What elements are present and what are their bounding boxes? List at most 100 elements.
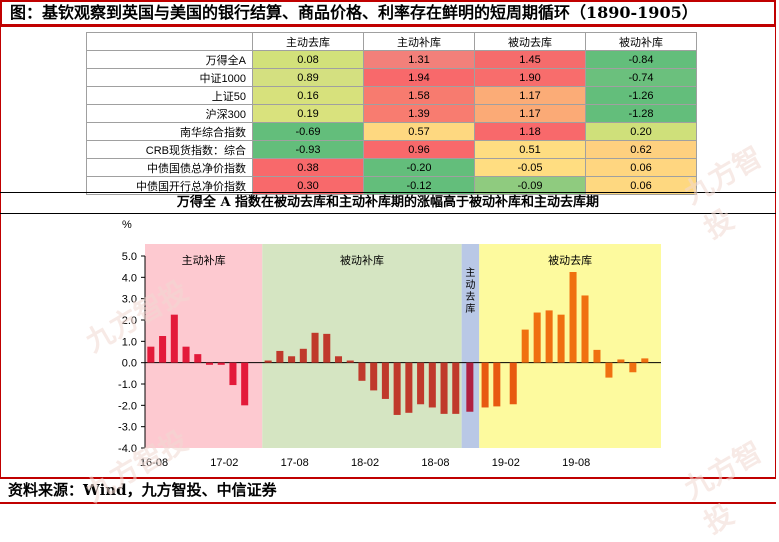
y-axis-unit: % xyxy=(122,219,132,231)
source-note: 资料来源：Wind，九方智投、中信证券 xyxy=(0,477,776,504)
bar xyxy=(493,362,501,407)
table-cell: 0.62 xyxy=(585,140,697,159)
bar xyxy=(194,354,202,363)
table-row: 上证50 0.16 1.58 1.17 -1.26 xyxy=(86,86,697,105)
table-row: 中证1000 0.89 1.94 1.90 -0.74 xyxy=(86,68,697,87)
bar xyxy=(393,362,401,415)
bar xyxy=(509,362,517,405)
table-cell: 0.06 xyxy=(585,176,697,195)
table-cell: 0.16 xyxy=(252,86,364,105)
phase-band xyxy=(461,244,480,448)
table-cell: -1.26 xyxy=(585,86,697,105)
divider xyxy=(0,192,776,193)
bar xyxy=(440,362,448,414)
bar xyxy=(405,362,413,413)
table-cell: 0.89 xyxy=(252,68,364,87)
table-cell: 0.30 xyxy=(252,176,364,195)
bar xyxy=(581,295,589,363)
table-cell: 0.57 xyxy=(363,122,475,141)
bar xyxy=(629,362,637,373)
table-cell: -0.93 xyxy=(252,140,364,159)
bar xyxy=(358,362,366,381)
table-cell: -0.05 xyxy=(474,158,586,177)
figure-title: 图：基钦观察到英国与美国的银行结算、商品价格、利率存在鲜明的短周期循环（1890… xyxy=(0,0,776,27)
table-row: 中债国开行总净价指数 0.30 -0.12 -0.09 0.06 xyxy=(86,176,697,195)
phase-label: 被动去库 xyxy=(548,254,592,267)
returns-table: 主动去库 主动补库 被动去库 被动补库 万得全A 0.08 1.31 1.45 -0.84 中证… xyxy=(86,32,697,195)
bar xyxy=(545,310,553,363)
bar xyxy=(299,348,307,363)
bar xyxy=(557,314,565,363)
bar xyxy=(381,362,389,399)
y-tick-label: 1.0 xyxy=(122,336,137,348)
phase-label: 被动补库 xyxy=(340,254,384,267)
bar xyxy=(521,329,529,363)
y-tick-label: 3.0 xyxy=(122,294,137,306)
phase-label: 主动去库 xyxy=(465,267,475,315)
row-label: 万得全A xyxy=(86,50,253,69)
table-row: 南华综合指数 -0.69 0.57 1.18 0.20 xyxy=(86,122,697,141)
table-row: 万得全A 0.08 1.31 1.45 -0.84 xyxy=(86,50,697,69)
phase-label-char: 库 xyxy=(465,302,475,315)
table-cell: 0.06 xyxy=(585,158,697,177)
bar xyxy=(241,362,249,406)
table-cell: -0.84 xyxy=(585,50,697,69)
figure-frame xyxy=(0,27,776,477)
table-cell: 1.94 xyxy=(363,68,475,87)
bar xyxy=(205,362,214,365)
table-cell: 1.17 xyxy=(474,104,586,123)
column-header: 被动补库 xyxy=(585,32,697,51)
bar xyxy=(617,359,625,363)
table-cell: 1.45 xyxy=(474,50,586,69)
phase-label-char: 动 xyxy=(465,279,475,291)
bar xyxy=(217,362,225,365)
phase-label-char: 主 xyxy=(465,267,475,279)
x-tick-label: 18-08 xyxy=(421,457,449,469)
table-cell: -0.74 xyxy=(585,68,697,87)
table-header-row: 主动去库 主动补库 被动去库 被动补库 xyxy=(86,32,697,51)
row-label: 中债国债总净价指数 xyxy=(86,158,253,177)
phase-band xyxy=(262,244,462,448)
row-label: 中债国开行总净价指数 xyxy=(86,176,253,195)
bar xyxy=(323,333,331,363)
bar xyxy=(417,362,425,405)
bar xyxy=(605,362,613,378)
table-cell: 0.08 xyxy=(252,50,364,69)
bar xyxy=(147,346,155,363)
bar xyxy=(641,358,649,363)
bar xyxy=(452,362,460,414)
y-tick-label: 0.0 xyxy=(122,358,137,370)
x-tick-label: 17-08 xyxy=(281,457,309,469)
table-row: CRB现货指数：综合 -0.93 0.96 0.51 0.62 xyxy=(86,140,697,159)
table-cell: 0.19 xyxy=(252,104,364,123)
column-header: 被动去库 xyxy=(474,32,586,51)
bar xyxy=(334,356,343,363)
bar xyxy=(170,314,178,363)
bar xyxy=(428,362,436,408)
x-tick-label: 17-02 xyxy=(210,457,238,469)
bar xyxy=(288,356,296,363)
bar xyxy=(264,360,272,363)
table-cell: 1.17 xyxy=(474,86,586,105)
bar xyxy=(533,312,541,363)
y-tick-label: -4.0 xyxy=(118,443,137,455)
bar xyxy=(311,332,319,363)
table-cell: 1.90 xyxy=(474,68,586,87)
y-tick-label: -2.0 xyxy=(118,400,137,412)
table-cell: 1.18 xyxy=(474,122,586,141)
column-header: 主动补库 xyxy=(363,32,475,51)
x-tick-label: 18-02 xyxy=(351,457,379,469)
row-label: 南华综合指数 xyxy=(86,122,253,141)
bar xyxy=(466,362,474,412)
y-tick-label: 5.0 xyxy=(122,251,137,263)
x-tick-label: 19-02 xyxy=(492,457,520,469)
bar xyxy=(481,362,489,408)
table-corner xyxy=(86,32,253,51)
column-header: 主动去库 xyxy=(252,32,364,51)
table-body: 万得全A 0.08 1.31 1.45 -0.84 中证1000 0.89 1.94 1.90-… xyxy=(86,50,697,195)
row-label: 中证1000 xyxy=(86,68,253,87)
row-label: 上证50 xyxy=(86,86,253,105)
bar xyxy=(593,349,601,363)
table-cell: 1.58 xyxy=(363,86,475,105)
bar xyxy=(182,346,190,363)
